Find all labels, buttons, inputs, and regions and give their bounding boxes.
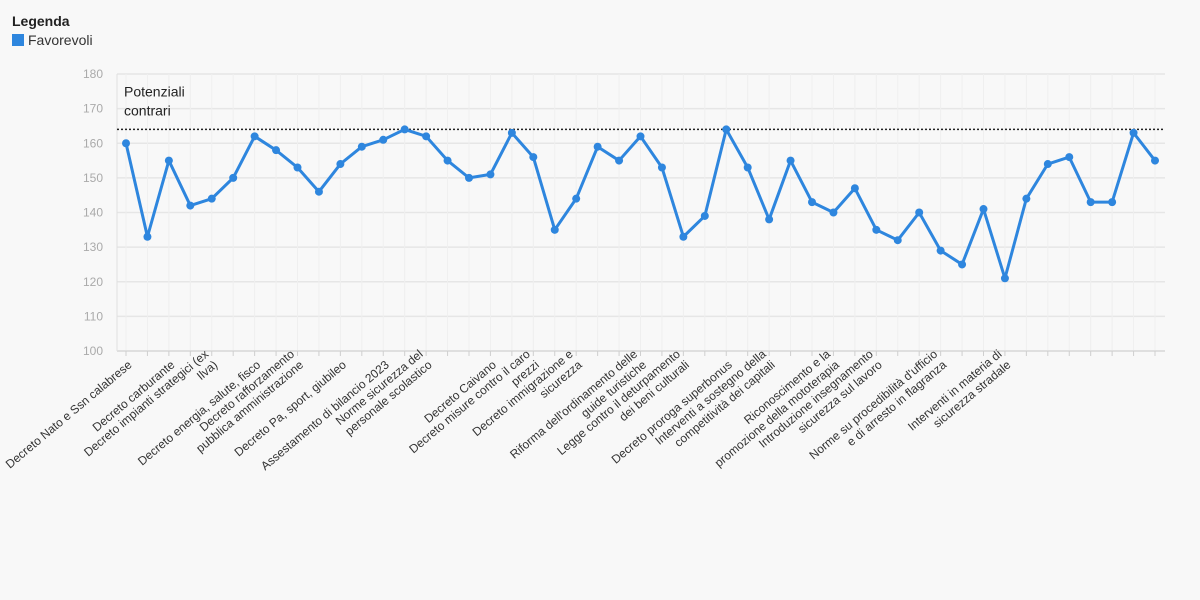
data-point-12 — [379, 135, 388, 144]
y-tick-label-180: 180 — [83, 67, 103, 81]
data-point-21 — [572, 194, 581, 203]
data-point-0 — [122, 139, 130, 148]
data-point-13 — [400, 125, 409, 134]
x-axis — [116, 74, 1165, 356]
data-point-5 — [229, 173, 238, 182]
data-point-44 — [1065, 153, 1074, 162]
data-point-45 — [1086, 198, 1095, 207]
data-point-31 — [786, 156, 795, 165]
data-point-3 — [186, 201, 195, 210]
data-point-38 — [936, 246, 945, 255]
data-point-24 — [636, 132, 645, 141]
data-point-26 — [679, 232, 688, 241]
data-point-41 — [1000, 274, 1009, 283]
series-favorevoli — [122, 125, 1159, 283]
data-point-29 — [743, 163, 752, 172]
data-point-48 — [1151, 156, 1159, 165]
data-point-30 — [765, 215, 774, 224]
data-point-18 — [507, 128, 516, 137]
legend-item-favorevoli[interactable]: Favorevoli — [12, 32, 93, 48]
grid-lines — [117, 73, 1165, 352]
y-tick-label-110: 110 — [84, 309, 103, 323]
data-point-27 — [700, 211, 709, 220]
data-point-4 — [207, 194, 216, 203]
data-point-20 — [550, 225, 559, 234]
legend-swatch — [12, 34, 24, 46]
data-point-28 — [722, 125, 731, 134]
legend-label: Favorevoli — [28, 32, 93, 48]
data-point-15 — [443, 156, 452, 165]
reference-line-group: Potenziali contrari — [117, 83, 1165, 131]
y-tick-label-160: 160 — [83, 136, 103, 150]
legend-title: Legenda — [12, 13, 70, 29]
data-point-33 — [829, 208, 838, 217]
data-point-9 — [314, 187, 323, 196]
data-point-42 — [1022, 194, 1031, 203]
y-tick-label-130: 130 — [83, 240, 103, 254]
x-tick-label-4-line-0: Decreto impianti strategici (ex — [81, 347, 211, 459]
data-point-46 — [1108, 198, 1117, 207]
data-point-2 — [164, 156, 173, 165]
data-point-22 — [593, 142, 602, 151]
legend: Legenda Favorevoli — [12, 12, 93, 48]
data-point-36 — [893, 236, 902, 245]
y-tick-label-140: 140 — [83, 206, 103, 220]
data-point-16 — [465, 173, 473, 182]
data-point-47 — [1129, 128, 1138, 137]
data-point-43 — [1043, 160, 1052, 169]
data-point-6 — [250, 132, 259, 141]
reference-label-line-0: Potenziali — [124, 83, 185, 99]
y-tick-label-150: 150 — [83, 171, 103, 185]
reference-label-line-1: contrari — [124, 102, 171, 118]
data-point-37 — [915, 208, 924, 217]
data-point-35 — [872, 225, 881, 234]
data-point-1 — [143, 232, 152, 241]
data-point-7 — [272, 146, 281, 155]
reference-label: Potenziali contrari — [124, 83, 185, 118]
y-tick-label-170: 170 — [83, 102, 103, 116]
y-tick-label-120: 120 — [83, 275, 103, 289]
data-point-8 — [293, 163, 302, 172]
data-point-14 — [422, 132, 431, 141]
data-point-10 — [336, 160, 345, 169]
data-point-32 — [808, 198, 816, 207]
data-point-19 — [529, 153, 538, 162]
y-tick-label-100: 100 — [83, 344, 103, 358]
data-point-11 — [357, 142, 366, 151]
y-axis-ticks: 100 110 120 130 140 150 160 170 180 — [83, 67, 103, 358]
data-point-40 — [979, 205, 988, 214]
data-point-34 — [850, 184, 859, 193]
data-point-25 — [657, 163, 666, 172]
data-point-39 — [958, 260, 967, 269]
data-point-23 — [615, 156, 624, 165]
data-point-17 — [486, 170, 495, 179]
